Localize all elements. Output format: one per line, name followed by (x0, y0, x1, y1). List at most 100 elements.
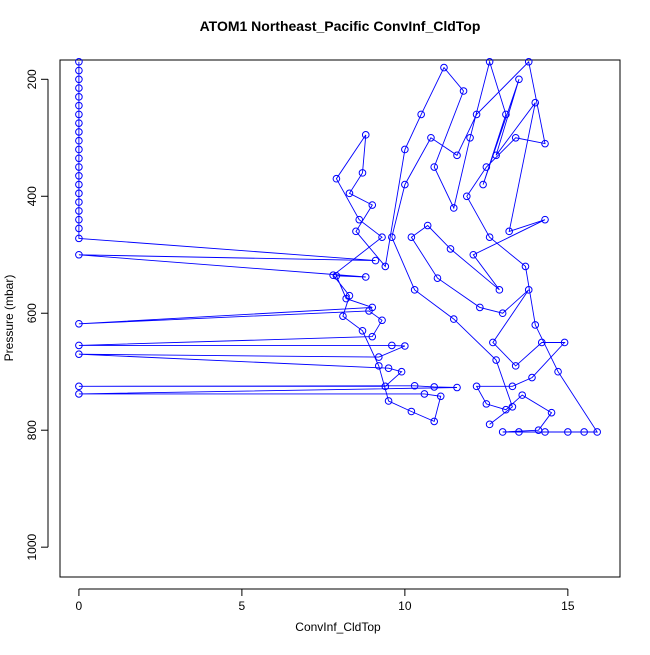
y-tick-label: 800 (25, 420, 39, 440)
data-point (358, 326, 367, 335)
data-point (75, 189, 83, 198)
data-point (378, 233, 386, 242)
data-point (453, 383, 461, 392)
data-point (479, 180, 487, 189)
data-point (489, 338, 497, 347)
data-point (75, 215, 83, 224)
y-tick-label: 400 (25, 186, 39, 206)
data-point (75, 66, 83, 75)
data-point (430, 383, 439, 391)
data-point (345, 189, 354, 198)
data-point (407, 233, 416, 242)
data-point (75, 341, 83, 350)
data-point (492, 151, 500, 160)
data-point (352, 227, 360, 236)
data-point (410, 286, 419, 294)
data-point (469, 250, 478, 259)
data-point (75, 390, 83, 398)
data-point (560, 338, 569, 347)
data-point (427, 133, 435, 142)
data-point (401, 180, 409, 189)
data-point (358, 169, 367, 177)
data-point (75, 382, 83, 391)
data-point (332, 174, 341, 183)
data-point (541, 215, 549, 224)
data-point (378, 316, 386, 325)
chart-title: ATOM1 Northeast_Pacific ConvInf_CldTop (200, 18, 481, 34)
data-point (453, 151, 461, 160)
data-point (345, 291, 354, 300)
x-tick-label: 15 (561, 599, 575, 613)
data-point (423, 221, 432, 230)
data-point (485, 57, 494, 66)
data-point (75, 234, 83, 243)
data-point (511, 133, 520, 142)
data-point (433, 274, 442, 282)
data-point (355, 215, 364, 224)
data-point (75, 93, 83, 101)
data-point (508, 403, 517, 411)
data-point (492, 356, 500, 364)
data-point (436, 392, 445, 401)
data-point (365, 307, 373, 315)
data-point (482, 163, 491, 171)
data-point (430, 163, 439, 171)
data-point (515, 75, 523, 84)
data-point (430, 417, 439, 426)
x-tick-label: 10 (398, 599, 412, 613)
data-point (75, 350, 83, 358)
data-point (502, 405, 510, 414)
data-point (462, 192, 471, 201)
x-axis-label: ConvInf_CldTop (295, 620, 381, 634)
data-point (371, 256, 380, 265)
data-point (440, 63, 448, 72)
data-point (374, 362, 383, 370)
data-point (482, 400, 491, 408)
data-point (459, 87, 468, 95)
data-point (75, 171, 83, 180)
data-point (75, 84, 83, 92)
data-point (547, 408, 556, 417)
data-point (75, 101, 83, 110)
data-point (384, 397, 393, 405)
data-point (541, 428, 549, 436)
y-axis-label: Pressure (mbar) (2, 275, 16, 362)
data-point (339, 312, 347, 320)
data-point (472, 110, 481, 119)
data-point (401, 342, 409, 350)
data-point (498, 428, 507, 436)
data-point (508, 382, 517, 391)
data-point (368, 201, 377, 209)
y-tick-label: 600 (25, 303, 39, 323)
data-point (521, 262, 530, 271)
data-point (449, 204, 458, 212)
data-point (368, 332, 377, 341)
data-point (75, 319, 83, 328)
data-point (554, 367, 562, 376)
data-point (75, 198, 83, 206)
data-point (374, 353, 383, 361)
data-point (449, 315, 458, 323)
data-point (518, 391, 527, 399)
data-point (361, 273, 370, 281)
data-point (417, 110, 425, 119)
data-point (476, 303, 484, 312)
data-point (75, 250, 83, 259)
data-point (75, 110, 83, 119)
data-point (531, 321, 540, 329)
data-point (524, 286, 533, 294)
data-point (495, 286, 504, 294)
data-point (329, 271, 337, 280)
data-point (505, 227, 513, 236)
y-tick-label: 200 (25, 69, 39, 89)
data-point (75, 75, 83, 84)
data-point (524, 57, 533, 66)
data-point (593, 428, 601, 436)
data-point (75, 119, 83, 127)
x-tick-label: 5 (239, 599, 246, 613)
data-point (498, 309, 507, 318)
data-point (537, 338, 546, 347)
data-point (384, 364, 393, 373)
